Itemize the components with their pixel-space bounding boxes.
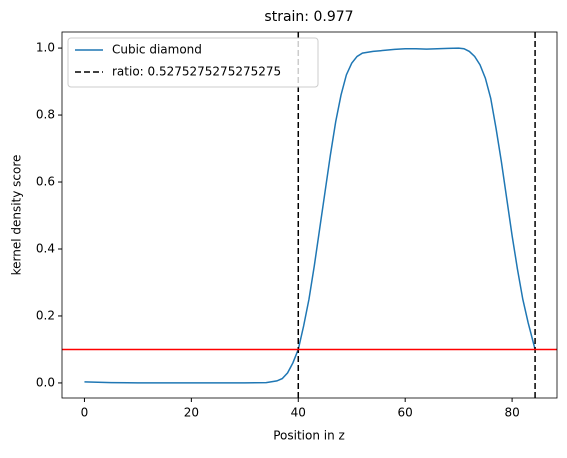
x-tick-label: 80 xyxy=(504,406,519,420)
y-axis-label: kernel density score xyxy=(10,155,24,276)
y-tick-label: 0.6 xyxy=(36,175,55,189)
x-tick-label: 40 xyxy=(291,406,306,420)
plot-frame xyxy=(61,31,558,399)
y-tick-label: 1.0 xyxy=(36,41,55,55)
chart-title: strain: 0.977 xyxy=(264,9,353,25)
x-axis-label: Position in z xyxy=(273,429,345,443)
data-line xyxy=(84,47,536,384)
legend-label: Cubic diamond xyxy=(112,43,202,57)
x-tick-label: 0 xyxy=(81,406,89,420)
y-tick-label: 0.2 xyxy=(36,308,55,322)
x-tick-label: 60 xyxy=(398,406,413,420)
x-tick-label: 20 xyxy=(184,406,199,420)
legend-box xyxy=(67,37,319,88)
y-tick-label: 0.0 xyxy=(36,375,55,389)
y-tick-label: 0.4 xyxy=(36,241,55,255)
legend-label: ratio: 0.5275275275275275 xyxy=(112,65,281,79)
y-tick-label: 0.8 xyxy=(36,108,55,122)
